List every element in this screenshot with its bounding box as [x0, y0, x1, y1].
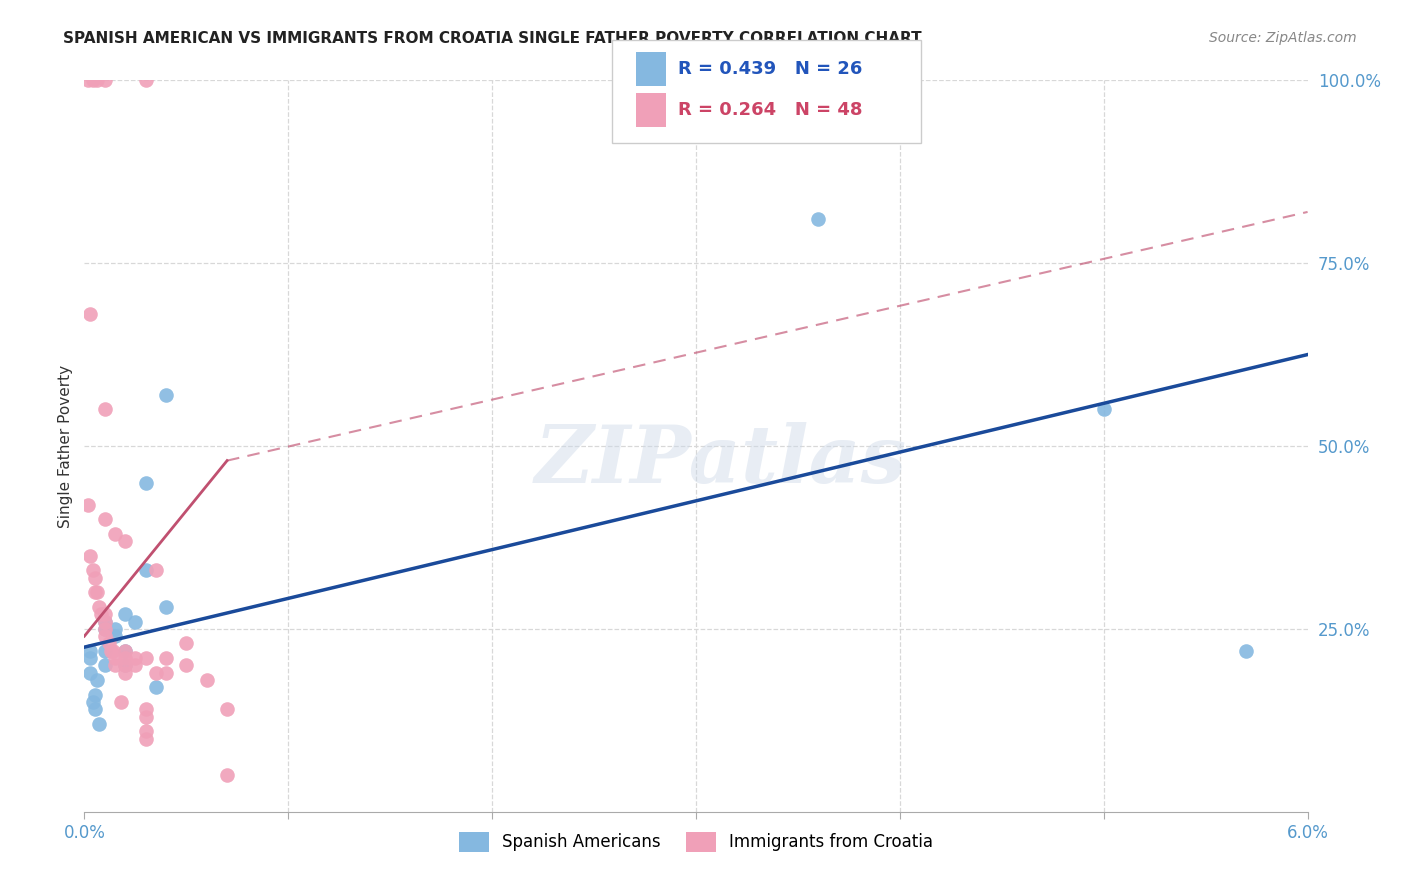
Point	[93, 629, 117, 643]
Point	[93, 73, 117, 87]
Y-axis label: Single Father Poverty: Single Father Poverty	[58, 365, 73, 527]
Text: SPANISH AMERICAN VS IMMIGRANTS FROM CROATIA SINGLE FATHER POVERTY CORRELATION CH: SPANISH AMERICAN VS IMMIGRANTS FROM CROA…	[63, 31, 922, 46]
Point	[104, 526, 127, 541]
Point	[86, 73, 108, 87]
Point	[155, 599, 177, 614]
Point	[155, 651, 177, 665]
Point	[114, 644, 136, 658]
Text: R = 0.264   N = 48: R = 0.264 N = 48	[678, 101, 862, 119]
Point	[124, 651, 146, 665]
Point	[79, 651, 101, 665]
Point	[135, 709, 157, 723]
Point	[135, 651, 157, 665]
Point	[93, 658, 117, 673]
Point	[155, 665, 177, 680]
Point	[93, 615, 117, 629]
Point	[104, 658, 127, 673]
Point	[79, 665, 101, 680]
Point	[124, 658, 146, 673]
Point	[87, 717, 110, 731]
Point	[87, 599, 110, 614]
Point	[101, 644, 124, 658]
Point	[93, 622, 117, 636]
Point	[114, 665, 136, 680]
Point	[135, 702, 157, 716]
Point	[93, 615, 117, 629]
Point	[90, 607, 112, 622]
Point	[114, 658, 136, 673]
Point	[104, 622, 127, 636]
Point	[110, 695, 132, 709]
Point	[93, 402, 117, 417]
Point	[124, 615, 146, 629]
Point	[114, 607, 136, 622]
Point	[176, 658, 198, 673]
Point	[1092, 402, 1115, 417]
Point	[83, 702, 105, 716]
Point	[97, 636, 120, 650]
Point	[807, 212, 830, 227]
Text: ZIPatlas: ZIPatlas	[534, 422, 907, 500]
Point	[86, 585, 108, 599]
Point	[77, 498, 100, 512]
Point	[145, 563, 167, 577]
Point	[114, 534, 136, 549]
Point	[114, 658, 136, 673]
Text: Source: ZipAtlas.com: Source: ZipAtlas.com	[1209, 31, 1357, 45]
Point	[217, 768, 239, 782]
Point	[135, 563, 157, 577]
Point	[93, 644, 117, 658]
Text: R = 0.439   N = 26: R = 0.439 N = 26	[678, 60, 862, 78]
Legend: Spanish Americans, Immigrants from Croatia: Spanish Americans, Immigrants from Croat…	[453, 826, 939, 858]
Point	[93, 512, 117, 526]
Point	[100, 644, 122, 658]
Point	[135, 73, 157, 87]
Point	[135, 475, 157, 490]
Point	[93, 607, 117, 622]
Point	[86, 673, 108, 687]
Point	[145, 681, 167, 695]
Point	[77, 73, 100, 87]
Point	[79, 549, 101, 563]
Point	[135, 724, 157, 739]
Point	[114, 651, 136, 665]
Point	[83, 688, 105, 702]
Point	[83, 571, 105, 585]
Point	[217, 702, 239, 716]
Point	[83, 585, 105, 599]
Point	[195, 673, 218, 687]
Point	[104, 651, 127, 665]
Point	[82, 695, 104, 709]
Point	[1236, 644, 1258, 658]
Point	[114, 644, 136, 658]
Point	[93, 622, 117, 636]
Point	[104, 629, 127, 643]
Point	[145, 665, 167, 680]
Point	[82, 73, 104, 87]
Point	[79, 644, 101, 658]
Point	[82, 563, 104, 577]
Point	[135, 731, 157, 746]
Point	[79, 307, 101, 321]
Point	[155, 388, 177, 402]
Point	[176, 636, 198, 650]
